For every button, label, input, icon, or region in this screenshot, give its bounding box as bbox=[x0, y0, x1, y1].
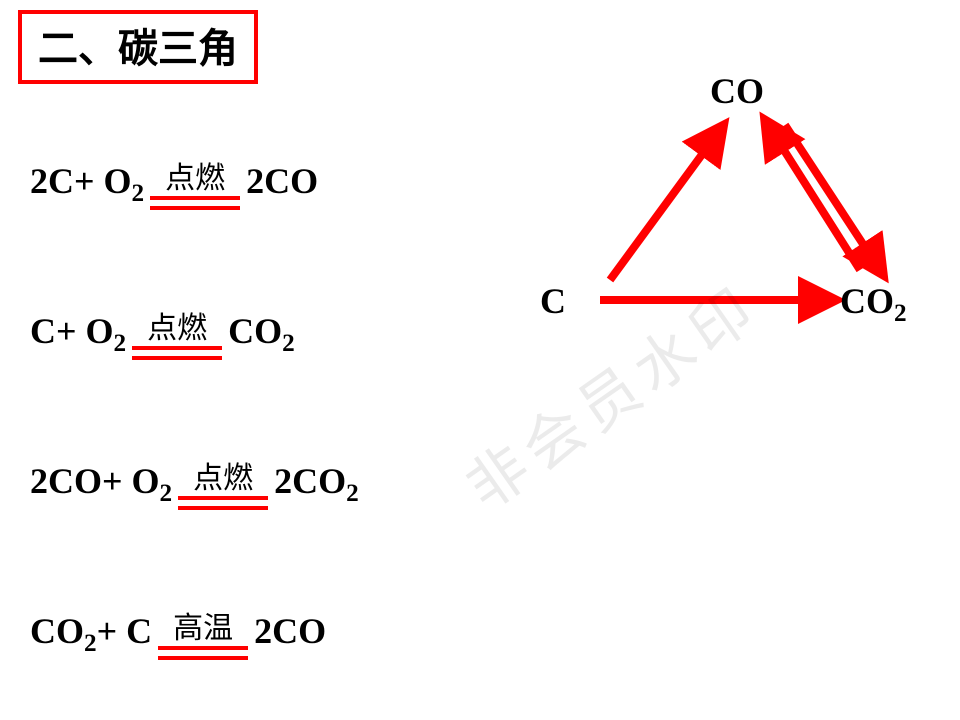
reactants: 2C+ O2 bbox=[30, 160, 144, 210]
triangle-node-co: CO bbox=[710, 70, 764, 112]
reaction-arrow: 点燃 bbox=[150, 164, 240, 210]
reaction-arrow: 点燃 bbox=[132, 314, 222, 360]
double-line-icon bbox=[158, 646, 248, 660]
condition-label: 高温 bbox=[173, 614, 233, 644]
carbon-triangle-diagram: CO C CO2 bbox=[500, 70, 920, 330]
double-line-icon bbox=[150, 196, 240, 210]
triangle-node-c: C bbox=[540, 280, 566, 322]
triangle-node-co2: CO2 bbox=[840, 280, 907, 322]
reaction-arrow: 高温 bbox=[158, 614, 248, 660]
reactants: CO2+ C bbox=[30, 610, 152, 660]
products: 2CO2 bbox=[274, 460, 359, 510]
condition-label: 点燃 bbox=[193, 464, 253, 494]
products: CO2 bbox=[228, 310, 295, 360]
reactants: 2CO+ O2 bbox=[30, 460, 172, 510]
equation-list: 2C+ O2 点燃 2CO C+ O2 点燃 CO2 2CO+ O2 点燃 2C… bbox=[30, 140, 359, 720]
equation-row: C+ O2 点燃 CO2 bbox=[30, 290, 359, 360]
arrow-icon bbox=[610, 130, 720, 280]
equation-row: 2CO+ O2 点燃 2CO2 bbox=[30, 440, 359, 510]
condition-label: 点燃 bbox=[147, 314, 207, 344]
section-title: 二、碳三角 bbox=[18, 10, 258, 84]
products: 2CO bbox=[246, 160, 318, 210]
products: 2CO bbox=[254, 610, 326, 660]
double-line-icon bbox=[178, 496, 268, 510]
double-line-icon bbox=[132, 346, 222, 360]
arrow-icon bbox=[768, 125, 860, 270]
condition-label: 点燃 bbox=[165, 164, 225, 194]
equation-row: 2C+ O2 点燃 2CO bbox=[30, 140, 359, 210]
arrow-icon bbox=[785, 125, 880, 270]
reaction-arrow: 点燃 bbox=[178, 464, 268, 510]
equation-row: CO2+ C 高温 2CO bbox=[30, 590, 359, 660]
reactants: C+ O2 bbox=[30, 310, 126, 360]
